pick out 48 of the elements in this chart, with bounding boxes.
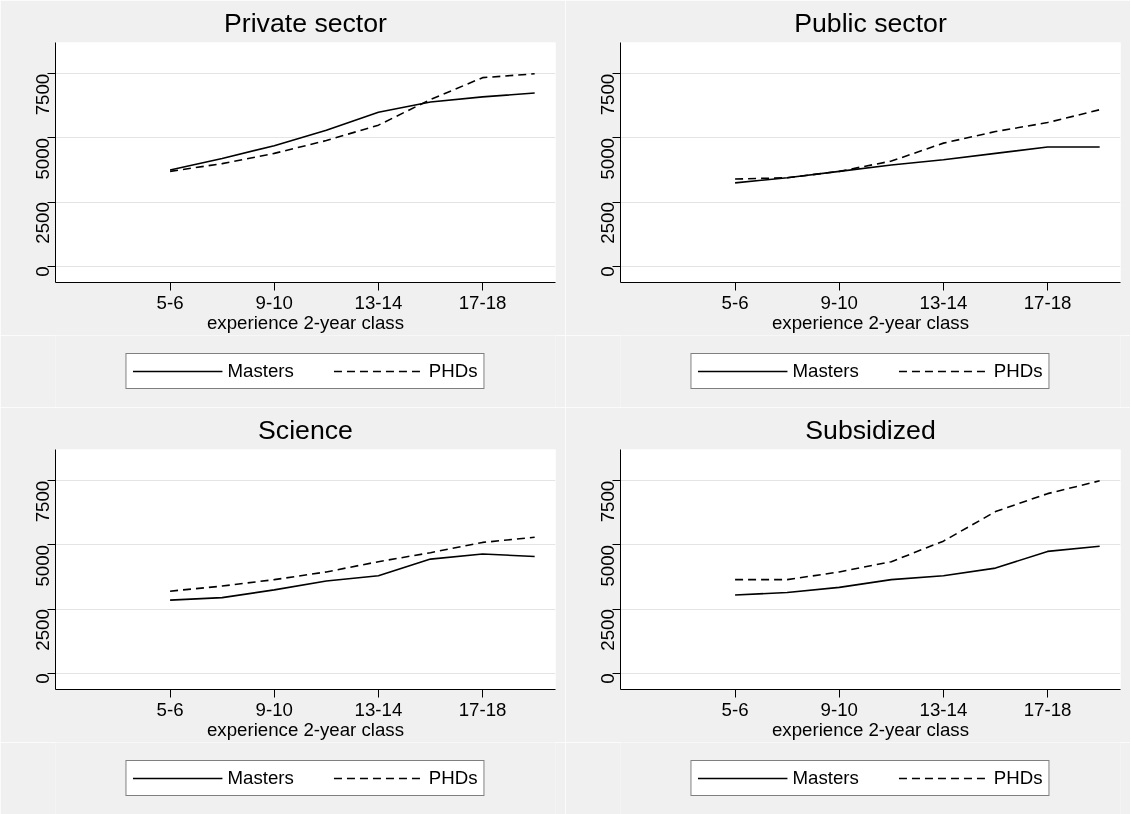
legend-label: PHDs xyxy=(428,767,478,789)
x-axis-title: experience 2-year class xyxy=(206,718,405,740)
x-axis-title: experience 2-year class xyxy=(771,311,970,333)
y-tick-label: 7500 xyxy=(32,480,53,523)
x-axis-title: experience 2-year class xyxy=(771,718,970,740)
x-tick-label: 17-18 xyxy=(458,291,507,313)
x-tick-label: 13-14 xyxy=(354,698,403,720)
legend-label: PHDs xyxy=(428,360,478,382)
y-tick-label: 0 xyxy=(597,673,618,684)
chart-title: Private sector xyxy=(224,7,388,38)
legend-label: PHDs xyxy=(993,360,1043,382)
chart-title: Subsidized xyxy=(805,414,936,445)
x-axis-title: experience 2-year class xyxy=(206,311,405,333)
legend-label: Masters xyxy=(792,767,859,789)
y-tick-label: 7500 xyxy=(597,73,618,116)
x-tick-label: 5-6 xyxy=(156,698,184,720)
y-tick-label: 2500 xyxy=(597,609,618,651)
legend-label: Masters xyxy=(227,767,294,789)
x-tick-label: 9-10 xyxy=(255,291,293,313)
y-tick-label: 0 xyxy=(32,266,53,277)
x-tick-label: 13-14 xyxy=(919,291,968,313)
x-tick-label: 13-14 xyxy=(919,698,968,720)
x-tick-label: 9-10 xyxy=(820,291,858,313)
x-tick-label: 5-6 xyxy=(721,291,749,313)
x-tick-label: 9-10 xyxy=(820,698,858,720)
y-tick-label: 5000 xyxy=(32,137,53,180)
chart-title: Science xyxy=(258,414,353,445)
y-tick-label: 2500 xyxy=(32,202,53,244)
legend-label: Masters xyxy=(792,360,859,382)
legend-label: PHDs xyxy=(993,767,1043,789)
y-tick-label: 2500 xyxy=(32,609,53,651)
x-tick-label: 17-18 xyxy=(1023,698,1072,720)
x-tick-label: 5-6 xyxy=(156,291,184,313)
y-tick-label: 0 xyxy=(32,673,53,684)
y-tick-label: 2500 xyxy=(597,202,618,244)
x-tick-label: 13-14 xyxy=(354,291,403,313)
x-tick-label: 5-6 xyxy=(721,698,749,720)
x-tick-label: 17-18 xyxy=(458,698,507,720)
x-tick-label: 9-10 xyxy=(255,698,293,720)
y-tick-label: 7500 xyxy=(597,480,618,523)
y-tick-label: 5000 xyxy=(597,137,618,180)
y-tick-label: 5000 xyxy=(32,544,53,587)
y-tick-label: 0 xyxy=(597,266,618,277)
x-tick-label: 17-18 xyxy=(1023,291,1072,313)
y-tick-label: 5000 xyxy=(597,544,618,587)
chart-title: Public sector xyxy=(794,7,947,38)
legend-label: Masters xyxy=(227,360,294,382)
y-tick-label: 7500 xyxy=(32,73,53,116)
